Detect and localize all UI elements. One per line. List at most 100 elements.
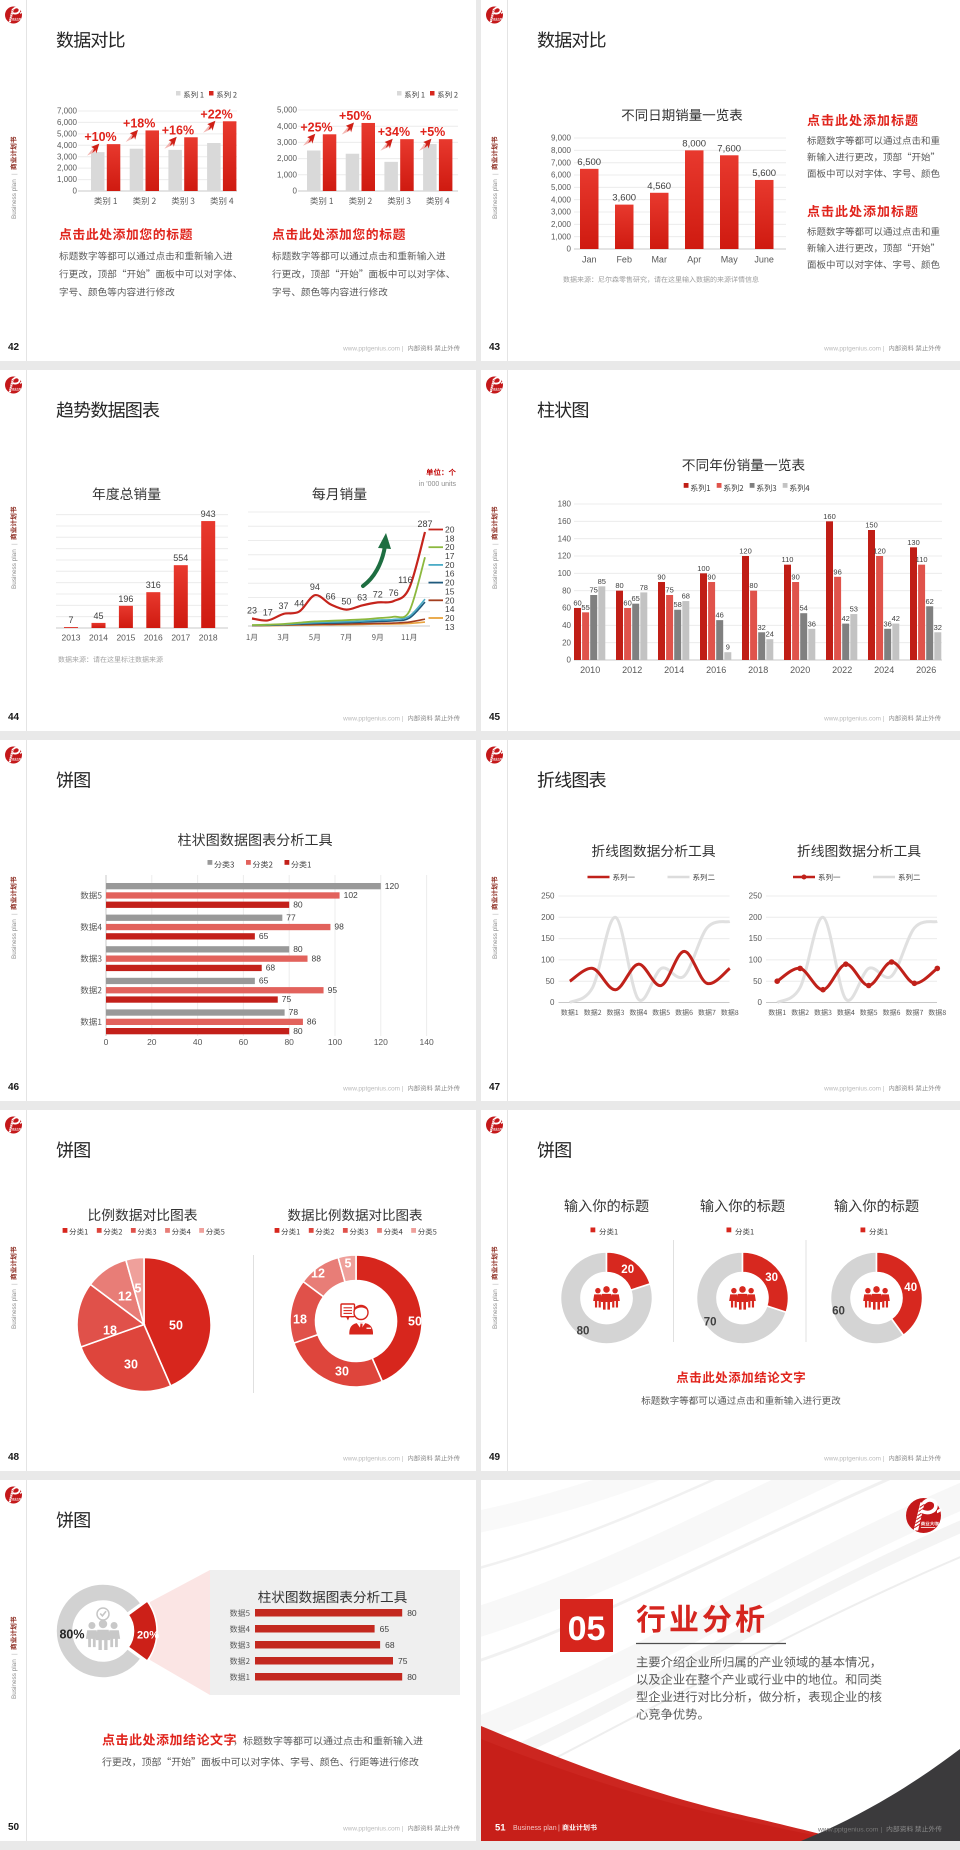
svg-text:1,000: 1,000 [277, 170, 298, 179]
svg-text:24: 24 [766, 630, 774, 639]
svg-text:40: 40 [562, 621, 571, 630]
svg-text:44: 44 [8, 712, 20, 723]
svg-text:Business plan: Business plan [492, 179, 499, 219]
svg-text:1,000: 1,000 [57, 175, 78, 184]
svg-text:May: May [721, 255, 739, 265]
svg-text:18: 18 [293, 1313, 307, 1327]
svg-text:78: 78 [289, 1007, 299, 1017]
svg-text:|: | [11, 1283, 18, 1285]
svg-text:32: 32 [758, 623, 766, 632]
svg-text:94: 94 [310, 582, 320, 592]
svg-text:48: 48 [8, 1452, 20, 1463]
svg-text:43: 43 [489, 342, 501, 353]
svg-text:1,000: 1,000 [551, 232, 572, 241]
svg-text:66: 66 [326, 591, 336, 601]
svg-text:55: 55 [581, 603, 589, 612]
svg-text:Business plan: Business plan [11, 919, 18, 959]
svg-text:80: 80 [577, 1325, 590, 1337]
svg-text:2,000: 2,000 [277, 154, 298, 163]
svg-text:196: 196 [118, 594, 133, 604]
svg-text:0: 0 [73, 187, 78, 196]
svg-text:42: 42 [892, 614, 900, 623]
svg-text:100: 100 [749, 956, 763, 965]
svg-text:18: 18 [103, 1324, 117, 1338]
svg-text:2,000: 2,000 [57, 164, 78, 173]
svg-text:14: 14 [445, 604, 455, 614]
svg-text:100: 100 [558, 569, 572, 578]
svg-text:65: 65 [380, 1624, 390, 1634]
svg-text:140: 140 [558, 534, 572, 543]
svg-text:www.pptgenius.com |: www.pptgenius.com | [823, 1456, 885, 1463]
svg-text:5,000: 5,000 [277, 106, 298, 115]
svg-text:2014: 2014 [664, 665, 684, 675]
svg-text:37: 37 [278, 601, 288, 611]
svg-text:Business plan: Business plan [492, 1289, 499, 1329]
svg-text:80: 80 [562, 586, 571, 595]
svg-text:140: 140 [420, 1037, 434, 1047]
svg-text:3,600: 3,600 [612, 193, 636, 204]
svg-text:2018: 2018 [199, 633, 218, 643]
svg-text:96: 96 [833, 567, 841, 576]
svg-text:20: 20 [621, 1264, 634, 1276]
svg-text:65: 65 [632, 594, 640, 603]
svg-text:13: 13 [445, 622, 455, 632]
svg-text:2017: 2017 [171, 633, 190, 643]
svg-text:17: 17 [445, 551, 455, 561]
svg-text:90: 90 [707, 573, 715, 582]
svg-text:32: 32 [934, 623, 942, 632]
svg-text:554: 554 [173, 553, 188, 563]
svg-text:316: 316 [146, 580, 161, 590]
svg-text:+16%: +16% [162, 123, 194, 137]
svg-text:17: 17 [263, 607, 273, 617]
svg-text:5: 5 [135, 1282, 142, 1296]
svg-text:www.pptgenius.com |: www.pptgenius.com | [823, 346, 885, 353]
svg-text:www.pptgenius.com |: www.pptgenius.com | [817, 1827, 882, 1834]
svg-text:65: 65 [259, 976, 269, 986]
svg-text:20: 20 [445, 542, 455, 552]
svg-text:9,000: 9,000 [551, 134, 572, 143]
svg-text:250: 250 [541, 892, 555, 901]
svg-text:20: 20 [445, 525, 455, 535]
svg-text:3,000: 3,000 [277, 138, 298, 147]
svg-text:160: 160 [558, 517, 572, 526]
svg-text:20: 20 [562, 638, 571, 647]
svg-text:+22%: +22% [200, 107, 232, 121]
svg-text:2016: 2016 [706, 665, 726, 675]
svg-text:80: 80 [615, 581, 623, 590]
svg-text:2022: 2022 [832, 665, 852, 675]
svg-text:120: 120 [558, 552, 572, 561]
svg-text:80: 80 [293, 944, 303, 954]
svg-text:50: 50 [546, 977, 555, 986]
svg-text:30: 30 [124, 1358, 138, 1372]
svg-text:2016: 2016 [144, 633, 163, 643]
svg-text:Business plan: Business plan [11, 1289, 18, 1329]
svg-text:42: 42 [842, 614, 850, 623]
svg-text:0: 0 [758, 998, 763, 1007]
svg-text:Apr: Apr [687, 255, 701, 265]
svg-text:50: 50 [753, 977, 762, 986]
svg-text:|: | [11, 543, 18, 545]
svg-text:90: 90 [657, 573, 665, 582]
svg-text:120: 120 [873, 547, 886, 556]
svg-text:100: 100 [541, 956, 555, 965]
svg-text:68: 68 [266, 963, 276, 973]
svg-text:+34%: +34% [378, 125, 410, 139]
svg-text:100: 100 [328, 1037, 342, 1047]
svg-text:4,000: 4,000 [551, 195, 572, 204]
svg-text:77: 77 [286, 912, 296, 922]
svg-text:50: 50 [169, 1319, 183, 1333]
svg-text:www.pptgenius.com |: www.pptgenius.com | [342, 1456, 404, 1463]
svg-text:www.pptgenius.com |: www.pptgenius.com | [823, 1086, 885, 1093]
svg-text:3,000: 3,000 [57, 152, 78, 161]
svg-text:200: 200 [541, 913, 555, 922]
svg-text:110: 110 [782, 555, 794, 564]
svg-text:05: 05 [568, 1610, 606, 1648]
svg-text:23: 23 [247, 606, 257, 616]
svg-text:20: 20 [445, 560, 455, 570]
svg-text:2018: 2018 [748, 665, 768, 675]
svg-text:68: 68 [682, 592, 690, 601]
svg-text:5,000: 5,000 [57, 129, 78, 138]
svg-text:2024: 2024 [874, 665, 894, 675]
svg-text:Mar: Mar [651, 255, 667, 265]
svg-text:2026: 2026 [916, 665, 936, 675]
